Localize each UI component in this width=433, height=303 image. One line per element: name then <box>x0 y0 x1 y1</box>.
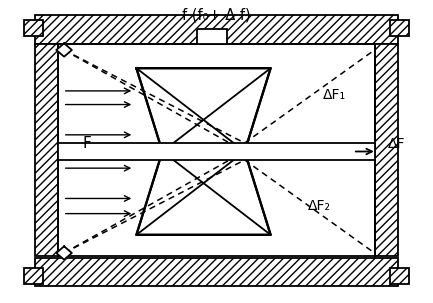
Bar <box>24 20 43 36</box>
Text: ΔF: ΔF <box>388 137 405 151</box>
Bar <box>24 268 43 284</box>
Bar <box>58 143 375 160</box>
Bar <box>390 268 409 284</box>
Polygon shape <box>136 152 271 235</box>
Bar <box>197 29 227 44</box>
Text: ΔF₁: ΔF₁ <box>323 88 346 102</box>
Text: F: F <box>82 136 91 152</box>
Polygon shape <box>56 43 72 57</box>
Bar <box>35 15 398 44</box>
Bar <box>35 44 58 256</box>
Bar <box>35 258 398 286</box>
Bar <box>390 20 409 36</box>
Polygon shape <box>56 246 72 260</box>
Text: ΔF₂: ΔF₂ <box>307 199 330 213</box>
Bar <box>375 44 398 256</box>
Polygon shape <box>136 68 271 152</box>
Text: f (f₀+ Δ f): f (f₀+ Δ f) <box>182 8 251 23</box>
